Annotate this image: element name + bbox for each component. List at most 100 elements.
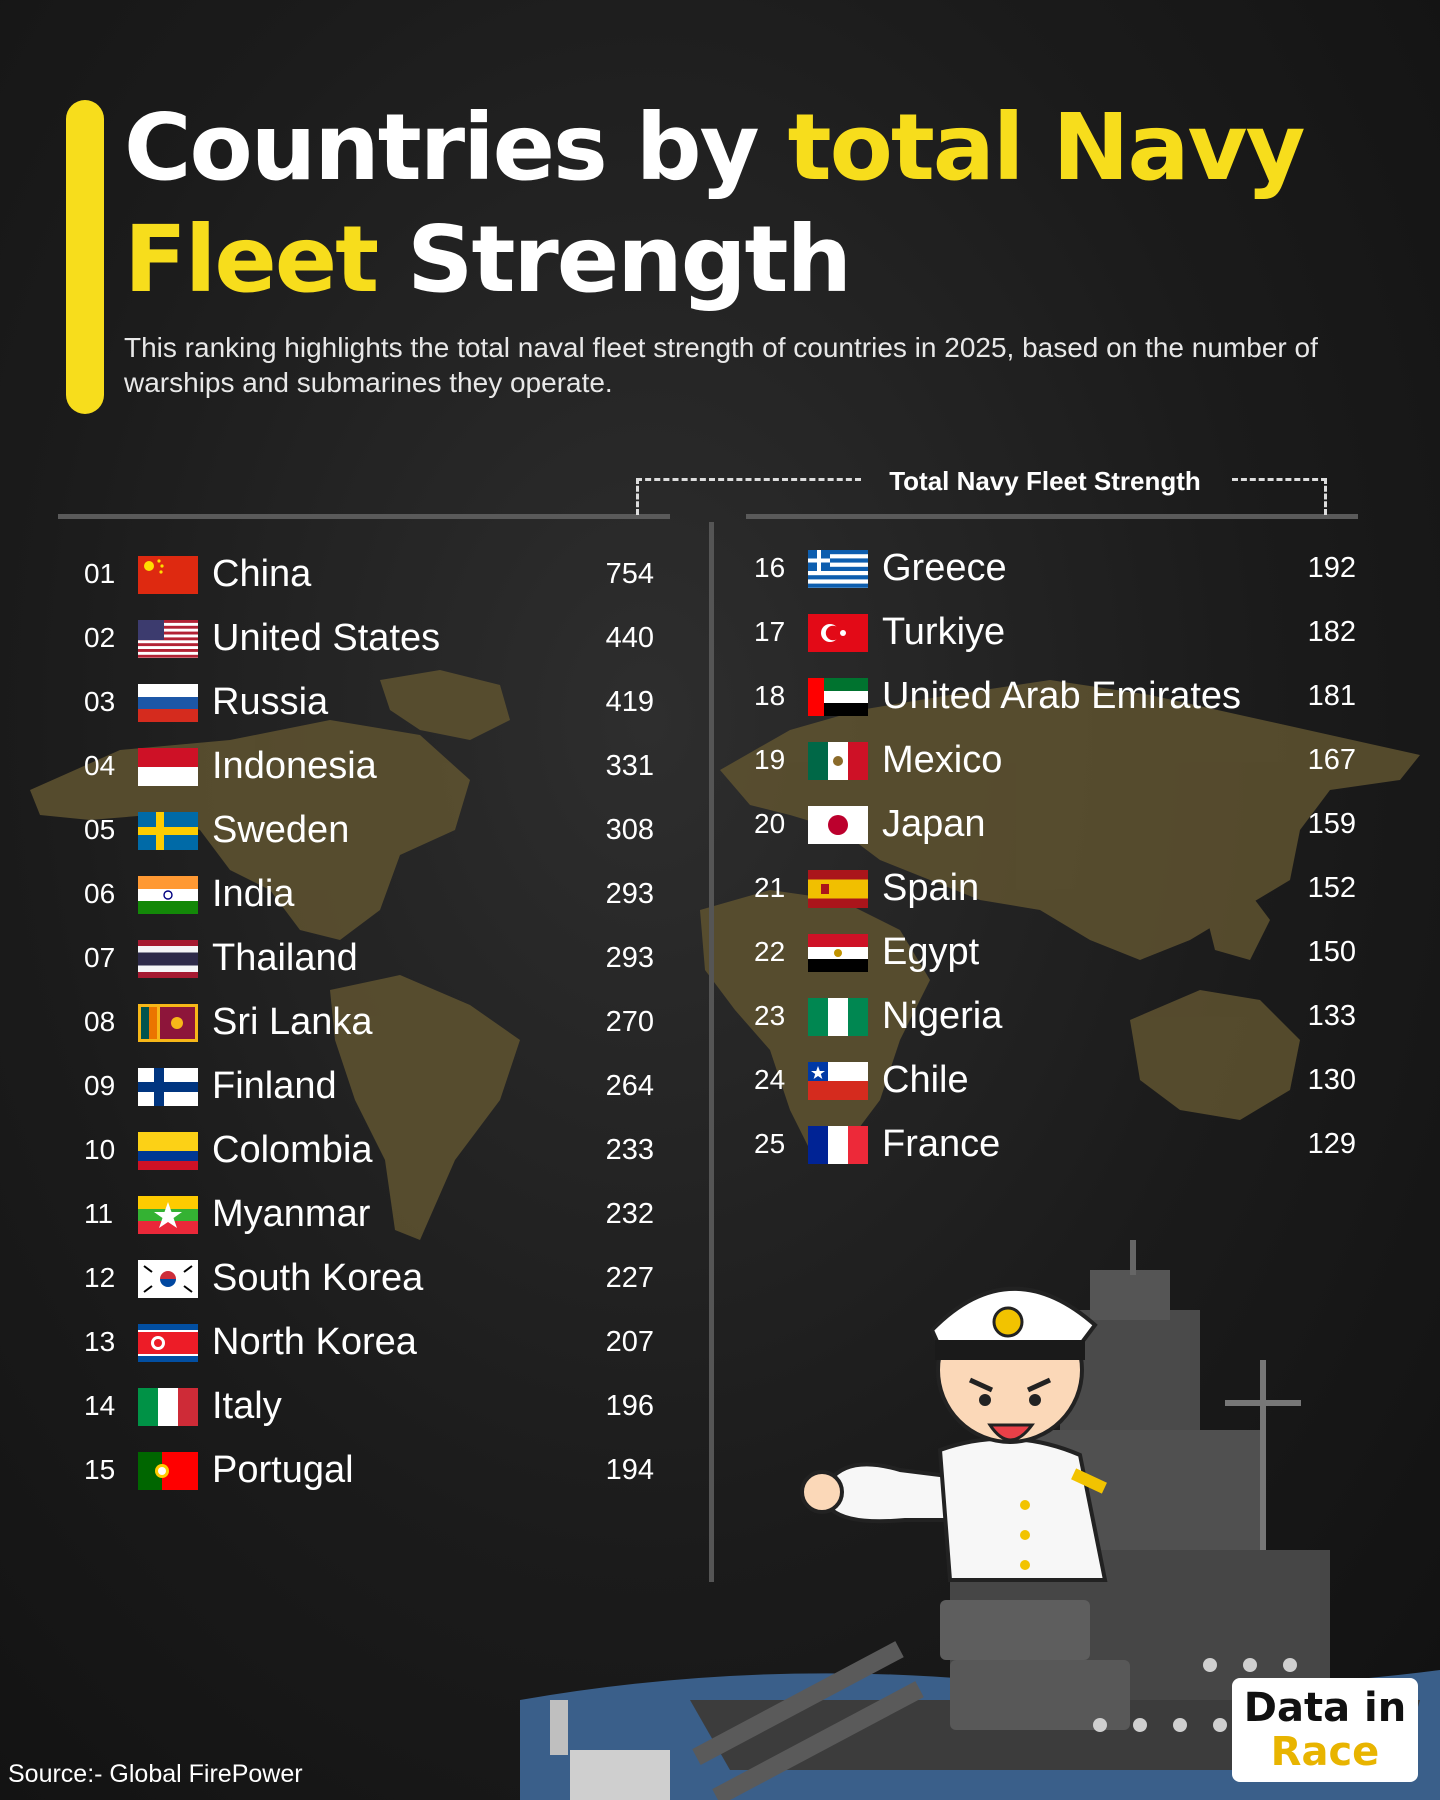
rank-number: 14 xyxy=(84,1390,116,1421)
table-row: 14 Italy 196 xyxy=(84,1374,654,1438)
fleet-strength-value: 232 xyxy=(605,1198,654,1230)
sailor-and-warship-illustration xyxy=(520,1240,1440,1800)
fleet-strength-value: 150 xyxy=(1307,936,1356,968)
rank-number: 21 xyxy=(754,872,786,903)
page-title: Countries by total Navy Fleet Strength xyxy=(124,92,1305,316)
flag-japan-icon xyxy=(808,806,868,844)
rank-number: 06 xyxy=(84,878,116,909)
table-row: 22 Egypt 150 xyxy=(754,920,1356,984)
fleet-strength-value: 167 xyxy=(1307,744,1356,776)
fleet-strength-value: 159 xyxy=(1307,808,1356,840)
rank-number: 04 xyxy=(84,750,116,781)
table-row: 25 France 129 xyxy=(754,1112,1356,1176)
rank-number: 19 xyxy=(754,744,786,775)
flag-thailand-icon xyxy=(138,940,198,978)
accent-bar xyxy=(66,100,104,414)
country-name: Sweden xyxy=(212,809,350,851)
country-name: United States xyxy=(212,617,441,659)
table-row: 19 Mexico 167 xyxy=(754,728,1356,792)
rank-number: 22 xyxy=(754,936,786,967)
country-name: Colombia xyxy=(212,1129,373,1171)
rank-number: 09 xyxy=(84,1070,116,1101)
right-column-rule xyxy=(746,514,1358,519)
header-bracket-right xyxy=(1232,478,1327,515)
rank-number: 16 xyxy=(754,552,786,583)
table-row: 10 Colombia 233 xyxy=(84,1118,654,1182)
table-row: 03 Russia 419 xyxy=(84,670,654,734)
flag-nigeria-icon xyxy=(808,998,868,1036)
table-row: 20 Japan 159 xyxy=(754,792,1356,856)
country-name: Sri Lanka xyxy=(212,1001,373,1043)
flag-sweden-icon xyxy=(138,812,198,850)
country-name: Portugal xyxy=(212,1449,354,1491)
table-row: 23 Nigeria 133 xyxy=(754,984,1356,1048)
country-name: Russia xyxy=(212,681,329,723)
flag-uae-icon xyxy=(808,678,868,716)
country-name: Nigeria xyxy=(882,995,1003,1037)
country-name: Thailand xyxy=(212,937,358,979)
rank-number: 01 xyxy=(84,558,116,589)
fleet-strength-value: 207 xyxy=(605,1326,654,1358)
flag-southkorea-icon xyxy=(138,1260,198,1298)
table-row: 04 Indonesia 331 xyxy=(84,734,654,798)
fleet-strength-value: 293 xyxy=(605,942,654,974)
country-name: Greece xyxy=(882,547,1007,589)
country-name: Indonesia xyxy=(212,745,377,787)
rank-number: 20 xyxy=(754,808,786,839)
fleet-strength-value: 133 xyxy=(1307,1000,1356,1032)
rank-number: 12 xyxy=(84,1262,116,1293)
flag-usa-icon xyxy=(138,620,198,658)
rank-number: 24 xyxy=(754,1064,786,1095)
rank-number: 25 xyxy=(754,1128,786,1159)
table-row: 12 South Korea 227 xyxy=(84,1246,654,1310)
title-part-4: Strength xyxy=(377,206,852,313)
country-name: Chile xyxy=(882,1059,969,1101)
flag-indonesia-icon xyxy=(138,748,198,786)
table-row: 13 North Korea 207 xyxy=(84,1310,654,1374)
table-row: 06 India 293 xyxy=(84,862,654,926)
column-divider xyxy=(709,522,714,1582)
flag-spain-icon xyxy=(808,870,868,908)
fleet-strength-value: 264 xyxy=(605,1070,654,1102)
left-column-rule xyxy=(58,514,670,519)
logo-line-2: Race xyxy=(1270,1729,1380,1775)
fleet-strength-value: 419 xyxy=(605,686,654,718)
fleet-strength-value: 181 xyxy=(1307,680,1356,712)
flag-italy-icon xyxy=(138,1388,198,1426)
fleet-strength-value: 293 xyxy=(605,878,654,910)
flag-srilanka-icon xyxy=(138,1004,198,1042)
country-name: North Korea xyxy=(212,1321,417,1363)
table-row: 01 China 754 xyxy=(84,542,654,606)
title-part-3: Fleet xyxy=(124,206,379,313)
flag-china-icon xyxy=(138,556,198,594)
rank-number: 10 xyxy=(84,1134,116,1165)
country-name: Turkiye xyxy=(882,611,1006,653)
fleet-strength-value: 440 xyxy=(605,622,654,654)
source-note: Source:- Global FirePower xyxy=(8,1760,303,1788)
fleet-strength-value: 227 xyxy=(605,1262,654,1294)
fleet-strength-value: 129 xyxy=(1307,1128,1356,1160)
flag-russia-icon xyxy=(138,684,198,722)
rank-number: 05 xyxy=(84,814,116,845)
country-name: France xyxy=(882,1123,1001,1165)
rank-number: 02 xyxy=(84,622,116,653)
rank-number: 17 xyxy=(754,616,786,647)
fleet-strength-value: 192 xyxy=(1307,552,1356,584)
flag-northkorea-icon xyxy=(138,1324,198,1362)
flag-colombia-icon xyxy=(138,1132,198,1170)
table-row: 11 Myanmar 232 xyxy=(84,1182,654,1246)
fleet-strength-value: 152 xyxy=(1307,872,1356,904)
country-name: Japan xyxy=(882,803,986,845)
country-name: Spain xyxy=(882,867,980,909)
fleet-strength-value: 331 xyxy=(605,750,654,782)
table-row: 15 Portugal 194 xyxy=(84,1438,654,1502)
header-bracket-left xyxy=(636,478,861,515)
country-name: Myanmar xyxy=(212,1193,371,1235)
country-name: Egypt xyxy=(882,931,980,973)
flag-india-icon xyxy=(138,876,198,914)
flag-finland-icon xyxy=(138,1068,198,1106)
country-name: Mexico xyxy=(882,739,1003,781)
fleet-strength-value: 182 xyxy=(1307,616,1356,648)
value-column-header: Total Navy Fleet Strength xyxy=(889,466,1201,496)
rank-number: 11 xyxy=(84,1198,114,1229)
